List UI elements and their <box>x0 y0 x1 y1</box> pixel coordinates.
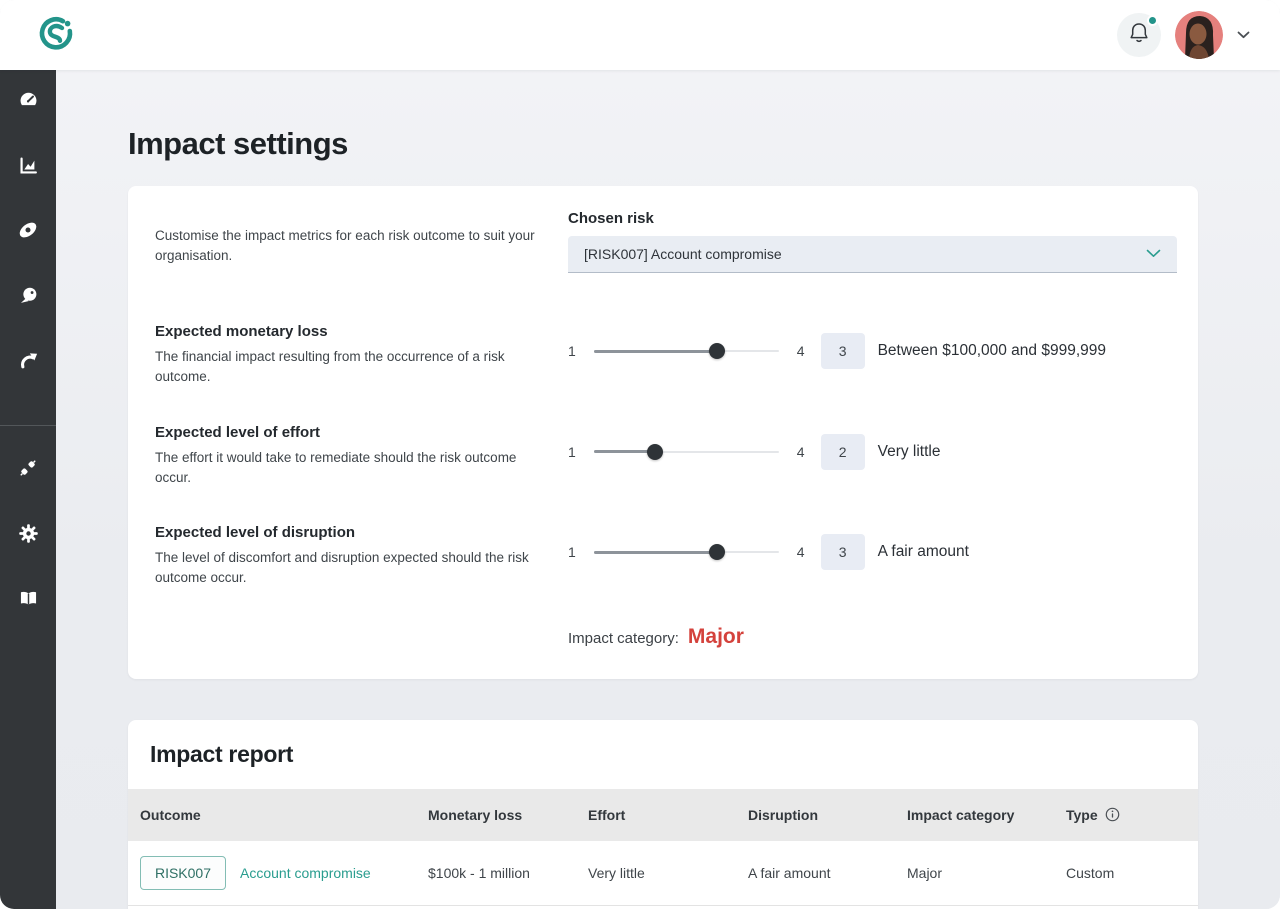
notifications-button[interactable] <box>1117 13 1161 57</box>
app-logo[interactable] <box>36 12 76 59</box>
info-circle-icon[interactable] <box>1105 807 1120 822</box>
chosen-risk-label: Chosen risk <box>568 210 654 227</box>
rocket-icon <box>17 219 39 246</box>
chevron-down-icon <box>1146 245 1161 263</box>
dashboard-gauge-icon <box>18 90 39 116</box>
slider-min-label: 1 <box>568 544 576 560</box>
report-table-body: RISK007 Account compromise $100k - 1 mil… <box>128 840 1198 909</box>
metric-slider[interactable] <box>593 443 779 461</box>
column-header-monetary-loss: Monetary loss <box>428 806 523 823</box>
open-book-icon <box>18 588 39 614</box>
page-title: Impact settings <box>128 126 348 161</box>
sidebar-item-integrations[interactable] <box>0 438 56 503</box>
settings-description: Customise the impact metrics for each ri… <box>155 228 535 264</box>
chosen-risk-value: [RISK007] Account compromise <box>584 246 782 262</box>
sidebar-item-response[interactable] <box>0 330 56 395</box>
metric-value-input[interactable]: 3 <box>820 333 865 369</box>
slider-max-label: 4 <box>796 443 805 460</box>
report-header-row: Outcome Monetary loss Effort Disruption … <box>128 788 1198 841</box>
sidebar-item-settings[interactable] <box>0 503 56 568</box>
settings-gear-icon <box>18 523 39 549</box>
fish-icon <box>18 285 39 311</box>
metric-value-input[interactable]: 3 <box>820 534 865 570</box>
impact-report-card: Impact report Outcome Monetary loss Effo… <box>128 719 1198 909</box>
column-header-type: Type <box>1066 789 1198 841</box>
notification-dot <box>1147 15 1158 26</box>
cell-type: Custom <box>1066 906 1198 909</box>
slider-min-label: 1 <box>568 343 576 359</box>
metric-description: The financial impact resulting from the … <box>155 349 505 385</box>
topbar <box>0 0 1280 70</box>
redo-arrow-icon <box>18 350 39 376</box>
slider-max-label: 4 <box>796 544 805 560</box>
slider-fill <box>593 450 656 453</box>
impact-category: Impact category: Major <box>568 625 1177 649</box>
column-header-disruption: Disruption <box>748 806 818 823</box>
plug-icon <box>17 457 39 484</box>
metric-title: Expected monetary loss <box>155 323 328 340</box>
cybersmart-logo-icon <box>36 16 76 58</box>
slider-handle[interactable] <box>709 343 726 359</box>
report-title: Impact report <box>150 740 294 767</box>
slider-handle[interactable] <box>709 544 726 560</box>
risk-id-badge[interactable]: RISK007 <box>140 855 226 890</box>
cell-effort: Very little <box>588 864 645 881</box>
sidebar-item-library[interactable] <box>0 568 56 633</box>
metric-description: The effort it would take to remediate sh… <box>155 449 517 485</box>
column-header-effort: Effort <box>588 806 626 823</box>
main-content: Impact settings Customise the impact met… <box>56 70 1280 909</box>
metric-row: Expected level of disruption The level o… <box>155 524 1177 589</box>
impact-category-label: Impact category: <box>568 629 679 647</box>
metric-value-label: Between $100,000 and $999,999 <box>877 342 1106 359</box>
metric-row: Expected level of effort The effort it w… <box>155 424 1177 489</box>
risk-name-link[interactable]: Account compromise <box>240 864 371 881</box>
analytics-chart-icon <box>18 155 39 181</box>
slider-max-label: 4 <box>796 343 805 359</box>
report-row: RISK007 Account compromise $100k - 1 mil… <box>128 840 1198 906</box>
sidebar <box>0 70 56 909</box>
metric-title: Expected level of effort <box>155 423 321 441</box>
sidebar-item-reports[interactable] <box>0 135 56 200</box>
impact-settings-card: Customise the impact metrics for each ri… <box>128 186 1198 679</box>
user-avatar[interactable] <box>1175 11 1223 59</box>
metric-slider[interactable] <box>593 342 779 360</box>
slider-track[interactable] <box>593 450 779 453</box>
metric-rows: Expected monetary loss The financial imp… <box>155 323 1177 589</box>
report-row: RISK008 Data leak $10k - $100k A lot A l… <box>128 905 1198 909</box>
slider-fill <box>593 550 718 554</box>
slider-min-label: 1 <box>568 443 576 460</box>
chosen-risk-select[interactable]: [RISK007] Account compromise <box>568 236 1177 273</box>
metric-row: Expected monetary loss The financial imp… <box>155 323 1177 388</box>
slider-handle[interactable] <box>647 443 664 460</box>
metric-title: Expected level of disruption <box>155 524 356 541</box>
cell-impact-category: Extreme <box>907 906 1066 909</box>
cell-disruption: A lot <box>748 906 907 909</box>
slider-fill <box>593 349 718 353</box>
column-header-outcome: Outcome <box>140 806 201 823</box>
cell-monetary-loss: $100k - 1 million <box>428 864 530 881</box>
metric-value-label: A fair amount <box>877 543 969 560</box>
sidebar-item-dashboard[interactable] <box>0 70 56 135</box>
cell-disruption: A fair amount <box>748 864 831 881</box>
metric-description: The level of discomfort and disruption e… <box>155 550 529 586</box>
sidebar-item-phishing[interactable] <box>0 265 56 330</box>
cell-impact-category: Major <box>907 864 943 881</box>
cell-type: Custom <box>1066 864 1115 881</box>
sidebar-item-rocket[interactable] <box>0 200 56 265</box>
cell-monetary-loss: $10k - $100k <box>428 906 588 909</box>
cell-effort: A lot <box>588 906 748 909</box>
bell-icon <box>1128 21 1150 50</box>
metric-value-label: Very little <box>877 442 941 460</box>
impact-report-table: Outcome Monetary loss Effort Disruption … <box>128 788 1198 909</box>
metric-slider[interactable] <box>593 543 779 561</box>
impact-category-value: Major <box>687 624 744 648</box>
metric-value-input[interactable]: 2 <box>820 433 865 470</box>
user-menu-chevron-icon[interactable] <box>1237 31 1250 39</box>
column-header-impact-category: Impact category <box>907 806 1015 823</box>
sidebar-divider <box>0 425 56 426</box>
